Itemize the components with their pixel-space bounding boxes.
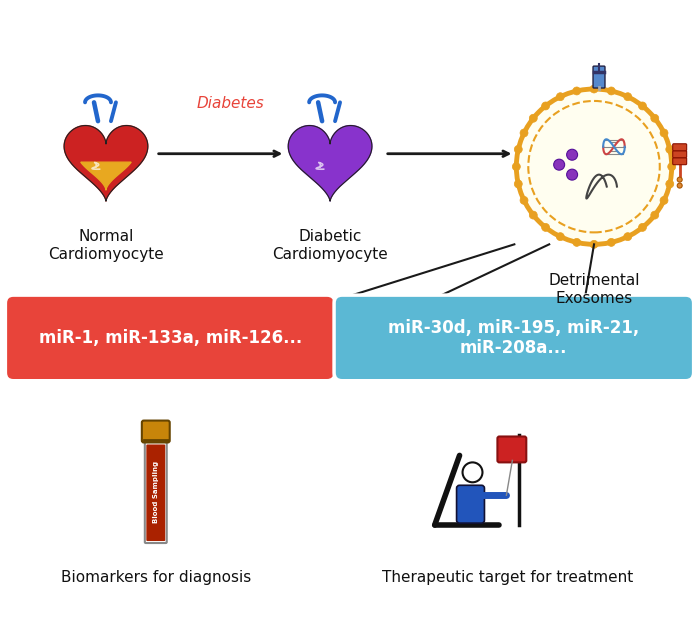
Circle shape — [624, 93, 631, 101]
Circle shape — [651, 211, 659, 219]
Circle shape — [668, 163, 676, 171]
FancyBboxPatch shape — [673, 158, 687, 165]
Text: Biomarkers for diagnosis: Biomarkers for diagnosis — [61, 570, 251, 585]
FancyBboxPatch shape — [142, 420, 169, 442]
Circle shape — [566, 169, 578, 180]
FancyBboxPatch shape — [498, 437, 526, 462]
Polygon shape — [288, 126, 372, 201]
FancyBboxPatch shape — [145, 437, 167, 543]
Circle shape — [608, 87, 615, 95]
Text: Detrimental
Exosomes: Detrimental Exosomes — [548, 273, 640, 306]
Circle shape — [514, 180, 522, 188]
Circle shape — [520, 129, 528, 137]
Circle shape — [660, 196, 668, 204]
Circle shape — [624, 233, 631, 240]
Circle shape — [590, 85, 598, 93]
Circle shape — [463, 462, 482, 482]
Polygon shape — [80, 162, 131, 190]
FancyBboxPatch shape — [673, 151, 687, 158]
Circle shape — [514, 146, 522, 153]
Circle shape — [660, 129, 668, 137]
Circle shape — [517, 89, 672, 244]
Circle shape — [677, 183, 682, 188]
FancyBboxPatch shape — [334, 295, 694, 381]
Circle shape — [638, 102, 647, 110]
Circle shape — [512, 163, 520, 171]
Circle shape — [638, 224, 647, 231]
FancyBboxPatch shape — [146, 444, 165, 541]
Text: miR-1, miR-133a, miR-126...: miR-1, miR-133a, miR-126... — [39, 329, 302, 347]
Circle shape — [542, 224, 550, 231]
Circle shape — [651, 114, 659, 122]
Circle shape — [542, 102, 550, 110]
Circle shape — [556, 233, 564, 240]
Circle shape — [573, 87, 581, 95]
Polygon shape — [64, 126, 148, 201]
FancyBboxPatch shape — [456, 485, 484, 523]
Text: Normal
Cardiomyocyte: Normal Cardiomyocyte — [48, 229, 164, 262]
Circle shape — [554, 159, 565, 170]
Circle shape — [677, 177, 682, 182]
Text: Blood Sampling: Blood Sampling — [153, 461, 159, 523]
Text: miR-30d, miR-195, miR-21,
miR-208a...: miR-30d, miR-195, miR-21, miR-208a... — [388, 319, 639, 357]
FancyBboxPatch shape — [673, 144, 687, 151]
Text: Diabetes: Diabetes — [197, 96, 265, 112]
FancyBboxPatch shape — [6, 295, 335, 381]
Circle shape — [666, 146, 674, 153]
Circle shape — [573, 238, 581, 246]
Circle shape — [529, 114, 538, 122]
Text: Therapeutic target for treatment: Therapeutic target for treatment — [382, 570, 633, 585]
Circle shape — [666, 180, 674, 188]
Circle shape — [529, 211, 538, 219]
Circle shape — [590, 240, 598, 248]
FancyBboxPatch shape — [593, 66, 605, 88]
Circle shape — [520, 196, 528, 204]
Circle shape — [556, 93, 564, 101]
Circle shape — [608, 238, 615, 246]
Text: Diabetic
Cardiomyocyte: Diabetic Cardiomyocyte — [272, 229, 388, 262]
Circle shape — [566, 149, 578, 160]
